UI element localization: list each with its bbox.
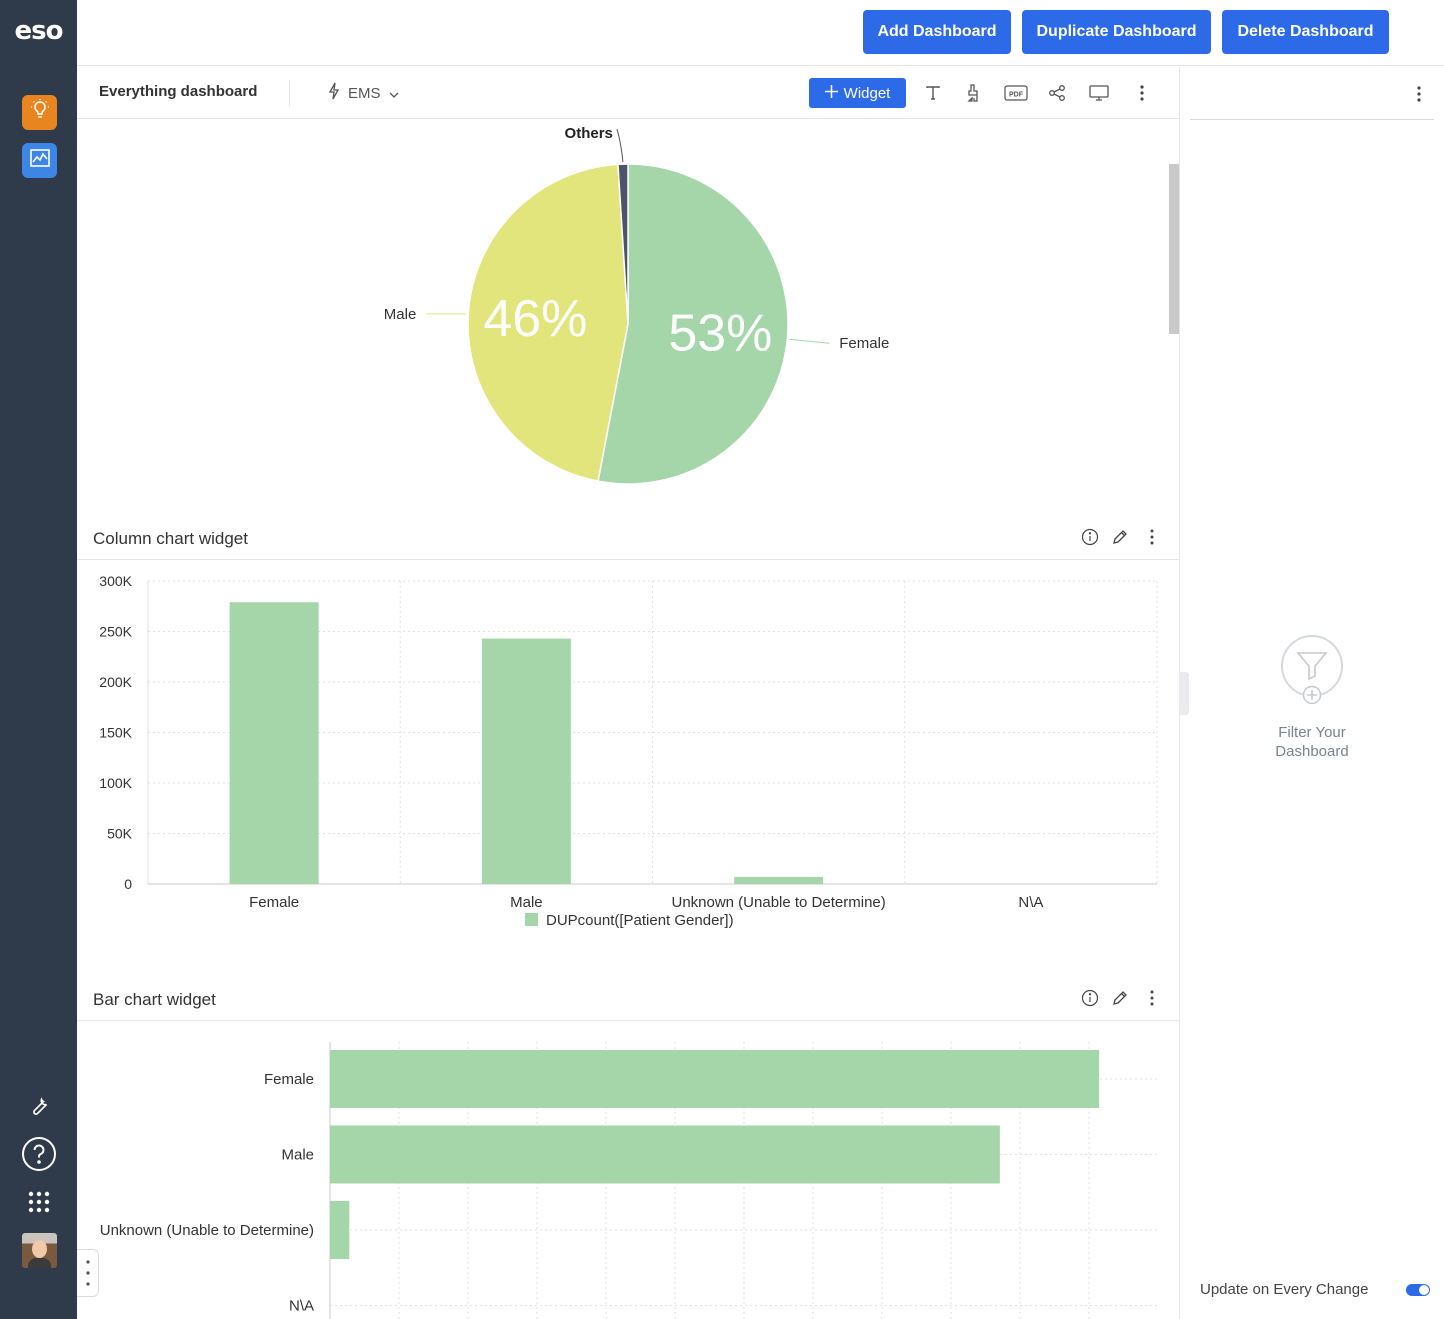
dashboard-title: Everything dashboard [99, 83, 258, 100]
panel-collapse-handle[interactable] [1179, 672, 1189, 715]
dashboard-canvas: 53% Female 46% Male Others Column chart widg… [77, 120, 1179, 1319]
bar-widget-title: Bar chart widget [93, 990, 216, 1009]
x-tick-label: Female [249, 894, 299, 911]
bar-widget-header: Bar chart widget [77, 977, 1179, 1021]
eso-logo[interactable]: eso [14, 16, 64, 46]
bar-chart: Female Male Unknown (Unable to Determine) N… [100, 1042, 1157, 1319]
pie-percent-label: 46% [483, 290, 587, 348]
legend-swatch [525, 913, 538, 926]
x-tick-label: Unknown (Unable to Determine) [671, 894, 885, 911]
filter-empty-state[interactable]: Filter Your Dashboard [1250, 635, 1374, 761]
delete-dashboard-button[interactable]: Delete Dashboard [1222, 10, 1389, 54]
y-tick-label: 300K [99, 573, 132, 589]
top-header: Add Dashboard Duplicate Dashboard Delete… [77, 0, 1444, 66]
column-widget-title: Column chart widget [93, 529, 248, 548]
info-icon[interactable] [1080, 988, 1100, 1008]
add-dashboard-button[interactable]: Add Dashboard [863, 10, 1011, 54]
y-tick-label: N\A [289, 1298, 314, 1315]
duplicate-dashboard-button[interactable]: Duplicate Dashboard [1022, 10, 1211, 54]
update-on-change-toggle[interactable] [1406, 1283, 1430, 1296]
analytics-app-button[interactable] [22, 143, 57, 178]
column-chart: 0 50K 100K 150K 200K 250K 300K Female Male Unknow… [99, 573, 1158, 929]
more-options-icon[interactable] [1130, 81, 1154, 105]
edit-pencil-icon[interactable] [1110, 988, 1130, 1008]
x-tick-label: Male [510, 894, 543, 911]
legend-label: DUPcount([Patient Gender]) [546, 912, 734, 929]
pie-label: Female [839, 335, 889, 352]
column-widget-header: Column chart widget [77, 516, 1179, 560]
wrench-icon[interactable] [20, 1086, 58, 1124]
lightbulb-icon [28, 98, 52, 127]
y-tick-label: Male [281, 1147, 314, 1164]
column-bar [481, 638, 571, 884]
column-bar [229, 602, 319, 884]
presentation-monitor-icon[interactable] [1087, 81, 1111, 105]
chevron-down-icon [389, 85, 399, 102]
analytics-chart-icon [28, 146, 52, 175]
y-tick-label: 200K [99, 674, 132, 690]
datasource-label: EMS [348, 84, 381, 102]
pie-slice-others [617, 163, 629, 325]
info-icon[interactable] [1080, 527, 1100, 547]
dashboard-toolbar: Everything dashboard EMS Widget PDF [77, 67, 1179, 119]
edit-pencil-icon[interactable] [1110, 527, 1130, 547]
update-on-change-label: Update on Every Change [1200, 1281, 1369, 1298]
x-tick-label: N\A [1018, 894, 1043, 911]
y-tick-label: 250K [99, 624, 132, 640]
filter-panel: Filter Your Dashboard Update on Every Ch… [1179, 67, 1444, 1319]
filter-add-icon [1281, 635, 1343, 705]
app-grid-icon[interactable] [20, 1183, 58, 1221]
widget-button-label: Widget [843, 84, 891, 102]
pie-chart: 53% Female 46% Male Others [384, 125, 889, 485]
pie-callout-line [789, 338, 830, 344]
y-tick-label: Female [264, 1071, 314, 1088]
left-rail: eso [0, 0, 77, 1319]
y-tick-label: 100K [99, 775, 132, 791]
panel-divider [1190, 119, 1434, 120]
share-icon[interactable] [1045, 81, 1069, 105]
y-tick-label: 150K [99, 725, 132, 741]
widget-more-icon[interactable] [1142, 988, 1162, 1008]
update-on-change-row: Update on Every Change [1200, 1281, 1430, 1298]
y-tick-label: 0 [124, 876, 132, 892]
text-icon[interactable] [921, 81, 945, 105]
add-widget-button[interactable]: Widget [809, 78, 906, 108]
widget-more-icon[interactable] [1142, 527, 1162, 547]
drag-handle[interactable] [77, 1249, 99, 1297]
y-tick-label: Unknown (Unable to Determine) [100, 1222, 314, 1239]
column-bar [734, 876, 824, 884]
help-icon[interactable] [20, 1135, 58, 1173]
datasource-selector[interactable]: EMS [328, 82, 399, 104]
insights-app-button[interactable] [22, 95, 57, 130]
pie-label: Others [565, 125, 613, 142]
pdf-icon[interactable]: PDF [1003, 81, 1029, 105]
pie-callout-line [616, 128, 624, 163]
horizontal-bar [330, 1125, 1000, 1184]
pie-label: Male [384, 306, 417, 323]
y-tick-label: 50K [107, 826, 133, 842]
lightning-icon [328, 82, 340, 104]
canvas-scrollbar[interactable] [1169, 164, 1179, 334]
filter-empty-text: Filter Your Dashboard [1275, 724, 1349, 760]
avatar[interactable] [22, 1233, 57, 1268]
horizontal-bar [330, 1050, 1100, 1108]
pie-percent-label: 53% [668, 305, 772, 363]
svg-text:PDF: PDF [1009, 92, 1024, 99]
toolbar-divider [289, 80, 290, 106]
plus-icon [824, 84, 838, 102]
paint-brush-icon[interactable] [961, 81, 985, 105]
pie-slice-male [467, 163, 629, 483]
pie-slice-female [597, 163, 789, 485]
filter-panel-more-icon[interactable] [1409, 84, 1429, 104]
horizontal-bar [330, 1201, 350, 1259]
